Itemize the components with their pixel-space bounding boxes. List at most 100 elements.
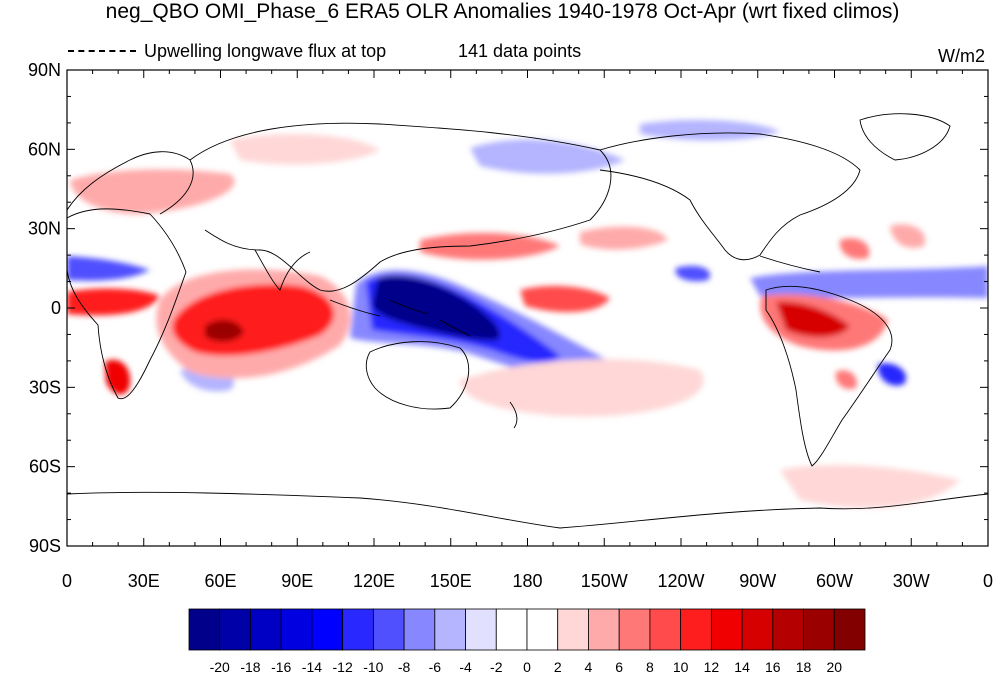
colorbar-swatch — [495, 608, 528, 651]
plot-title: neg_QBO OMI_Phase_6 ERA5 OLR Anomalies 1… — [105, 0, 900, 23]
lon-tick-label: 30W — [893, 571, 930, 591]
neg-anomaly-north-pac — [470, 139, 625, 174]
lon-tick-label: 30E — [128, 571, 160, 591]
pos-anomaly-southern-ocean — [780, 465, 960, 508]
colorbar-swatch — [710, 608, 743, 651]
colorbar-label: -4 — [459, 659, 472, 675]
lat-tick-label: 0 — [51, 298, 61, 318]
colorbar-label: -8 — [398, 659, 411, 675]
neg-anomaly-west-africa — [67, 256, 150, 281]
coastlines — [67, 113, 988, 529]
colorbar-label: -18 — [240, 659, 260, 675]
colorbar-swatch — [526, 608, 559, 651]
colorbar-swatch — [342, 608, 374, 651]
colorbar-label: 12 — [704, 659, 720, 675]
pos-anomaly-europe — [70, 169, 235, 214]
lat-tick-label: 60N — [28, 139, 61, 159]
colorbar-swatch — [649, 608, 682, 651]
lat-tick-label: 90S — [29, 536, 61, 556]
data-count-label: 141 data points — [458, 41, 582, 61]
colorbar — [188, 608, 866, 651]
colorbar-swatch — [403, 608, 436, 651]
colorbar-swatch — [219, 608, 251, 651]
colorbar-swatch — [280, 608, 313, 651]
line-legend-label: Upwelling longwave flux at top — [144, 41, 387, 61]
colorbar-label: 2 — [554, 659, 562, 675]
colorbar-swatch — [465, 608, 497, 651]
coast-antarctica — [67, 491, 988, 529]
lon-tick-label: 150W — [581, 571, 628, 591]
colorbar-label: 16 — [765, 659, 781, 675]
lon-tick-label: 0 — [62, 571, 72, 591]
axis-ticks — [66, 69, 989, 547]
pos-anomaly-sw-atlantic — [835, 370, 857, 390]
colorbar-label: -6 — [429, 659, 442, 675]
colorbar-label: 20 — [826, 659, 842, 675]
colorbar-label: -20 — [210, 659, 230, 675]
colorbar-swatch — [311, 608, 344, 651]
coast-asia — [189, 122, 612, 292]
olr-anomaly-field — [67, 119, 988, 508]
colorbar-swatch — [803, 608, 835, 651]
colorbar-swatch — [680, 608, 712, 651]
pos-anomaly-siberia — [230, 134, 380, 165]
colorbar-swatch — [772, 608, 804, 651]
colorbar-label: 4 — [585, 659, 593, 675]
lat-tick-label: 60S — [29, 457, 61, 477]
lat-tick-label: 30S — [29, 377, 61, 397]
coast-north-america — [599, 132, 861, 261]
pos-anomaly-south-africa — [105, 359, 131, 395]
colorbar-label: -14 — [302, 659, 322, 675]
lon-tick-label: 90W — [739, 571, 776, 591]
colorbar-label: -16 — [271, 659, 291, 675]
pos-anomaly-eastern-atl — [890, 224, 926, 248]
coast-south-america — [765, 285, 893, 467]
lat-tick-label: 90N — [28, 60, 61, 80]
colorbar-label: 10 — [673, 659, 689, 675]
colorbar-label: 6 — [615, 659, 623, 675]
neg-anomaly-wpac-core — [372, 275, 500, 341]
neg-anomaly-atlantic — [675, 265, 711, 282]
units-label: W/m2 — [938, 46, 985, 66]
colorbar-label: 14 — [734, 659, 750, 675]
colorbar-swatch — [588, 608, 620, 651]
colorbar-swatch — [557, 608, 589, 651]
coast-maritime — [329, 299, 471, 337]
colorbar-swatch — [833, 608, 866, 651]
colorbar-swatch — [372, 608, 405, 651]
lon-tick-label: 120W — [657, 571, 704, 591]
colorbar-label: -10 — [363, 659, 383, 675]
coast-australia — [365, 341, 470, 410]
pos-anomaly-gulf — [839, 238, 870, 260]
pos-anomaly-south-pac — [460, 359, 704, 417]
neg-anomaly-brazil — [877, 363, 907, 386]
coast-india — [254, 249, 311, 291]
lon-tick-label: 60E — [204, 571, 236, 591]
pos-anomaly-npac-east — [580, 226, 668, 250]
coast-greenland — [859, 113, 951, 161]
lon-tick-label: 90E — [281, 571, 313, 591]
pos-anomaly-central-pac — [520, 285, 610, 313]
colorbar-swatch — [618, 608, 651, 651]
colorbar-swatch — [188, 608, 221, 651]
coast-new-zealand — [509, 401, 518, 429]
colorbar-swatch — [250, 608, 282, 651]
lon-tick-label: 150E — [430, 571, 472, 591]
lon-tick-label: 180 — [512, 571, 542, 591]
colorbar-label: 18 — [796, 659, 812, 675]
lon-tick-label: 60W — [816, 571, 853, 591]
colorbar-label: 8 — [646, 659, 654, 675]
colorbar-swatch — [434, 608, 466, 651]
colorbar-label: 0 — [523, 659, 531, 675]
coast-caribbean — [759, 255, 821, 273]
pos-anomaly-west-africa — [67, 288, 160, 316]
colorbar-label: -12 — [333, 659, 353, 675]
dashed-line-legend-icon — [68, 50, 136, 52]
neg-anomaly-trop-atl — [750, 266, 988, 298]
colorbar-swatch — [741, 608, 774, 651]
coast-africa — [67, 208, 187, 400]
pos-anomaly-indian-core — [205, 319, 244, 342]
lon-tick-label: 120E — [353, 571, 395, 591]
